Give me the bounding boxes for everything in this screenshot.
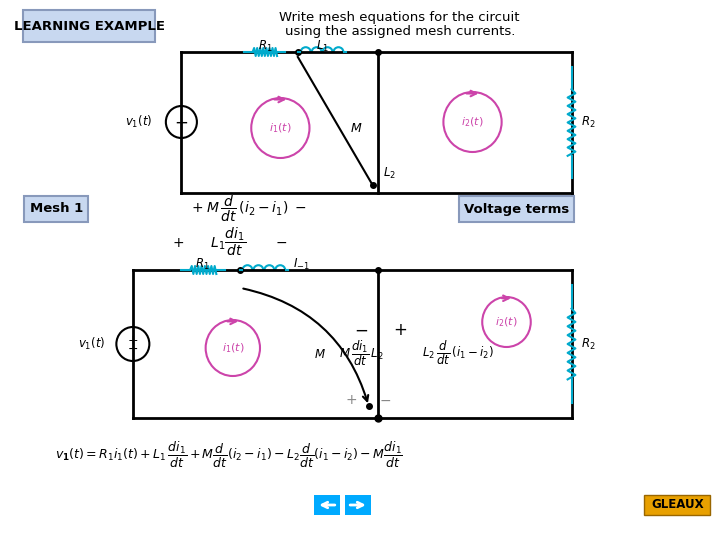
FancyBboxPatch shape bbox=[644, 495, 711, 515]
Text: $-$: $-$ bbox=[174, 113, 189, 131]
Text: $-$: $-$ bbox=[379, 393, 391, 407]
FancyBboxPatch shape bbox=[23, 10, 156, 42]
Text: $R_1$: $R_1$ bbox=[195, 257, 210, 272]
Text: $L_2$: $L_2$ bbox=[383, 165, 396, 180]
Text: $I_{-1}$: $I_{-1}$ bbox=[293, 257, 310, 272]
Text: $i_2(t)$: $i_2(t)$ bbox=[495, 315, 518, 329]
Text: $i_2(t)$: $i_2(t)$ bbox=[462, 115, 484, 129]
Text: $+\; M\,\dfrac{d}{dt}\,(i_2 - i_1)\; -$: $+\; M\,\dfrac{d}{dt}\,(i_2 - i_1)\; -$ bbox=[191, 194, 306, 224]
Text: $+$: $+$ bbox=[127, 334, 138, 347]
Text: $L_1$: $L_1$ bbox=[315, 39, 328, 54]
Text: using the assigned mesh currents.: using the assigned mesh currents. bbox=[284, 25, 515, 38]
Text: $v_1(t)$: $v_1(t)$ bbox=[125, 114, 152, 130]
Text: $L_2\,\dfrac{d}{dt}\,(i_1 - i_2)$: $L_2\,\dfrac{d}{dt}\,(i_1 - i_2)$ bbox=[422, 339, 494, 367]
Text: $R_2$: $R_2$ bbox=[581, 114, 596, 130]
Text: GLEAUX: GLEAUX bbox=[651, 498, 703, 511]
Text: $M\,\dfrac{di_1}{dt}\,L_2$: $M\,\dfrac{di_1}{dt}\,L_2$ bbox=[338, 338, 383, 368]
Text: $R_2$: $R_2$ bbox=[581, 336, 596, 352]
Text: Mesh 1: Mesh 1 bbox=[30, 202, 83, 215]
FancyBboxPatch shape bbox=[315, 495, 340, 515]
Text: $+$: $+$ bbox=[345, 393, 357, 407]
FancyBboxPatch shape bbox=[24, 196, 89, 222]
Text: $v_1(t)$: $v_1(t)$ bbox=[78, 336, 106, 352]
Text: $+$: $+$ bbox=[392, 321, 407, 339]
Text: Write mesh equations for the circuit: Write mesh equations for the circuit bbox=[279, 11, 520, 24]
Text: $-$: $-$ bbox=[354, 321, 368, 339]
Text: $-$: $-$ bbox=[127, 341, 138, 354]
Text: $+\qquad L_1\dfrac{di_1}{dt}\qquad -$: $+\qquad L_1\dfrac{di_1}{dt}\qquad -$ bbox=[171, 226, 287, 258]
Text: $v_{\mathbf{1}}(t) = R_1 i_1(t) + L_1\,\dfrac{di_1}{dt} + M\dfrac{d}{dt}(i_2-i_1: $v_{\mathbf{1}}(t) = R_1 i_1(t) + L_1\,\… bbox=[55, 440, 403, 470]
Text: $i_1(t)$: $i_1(t)$ bbox=[222, 341, 244, 355]
FancyBboxPatch shape bbox=[346, 495, 371, 515]
FancyBboxPatch shape bbox=[459, 196, 575, 222]
Text: Voltage terms: Voltage terms bbox=[464, 202, 569, 215]
Text: LEARNING EXAMPLE: LEARNING EXAMPLE bbox=[14, 19, 165, 32]
Text: $R_1$: $R_1$ bbox=[258, 39, 272, 54]
Text: $M$: $M$ bbox=[314, 348, 326, 361]
Text: $M$: $M$ bbox=[351, 122, 363, 134]
Text: $i_1(t)$: $i_1(t)$ bbox=[269, 121, 292, 135]
